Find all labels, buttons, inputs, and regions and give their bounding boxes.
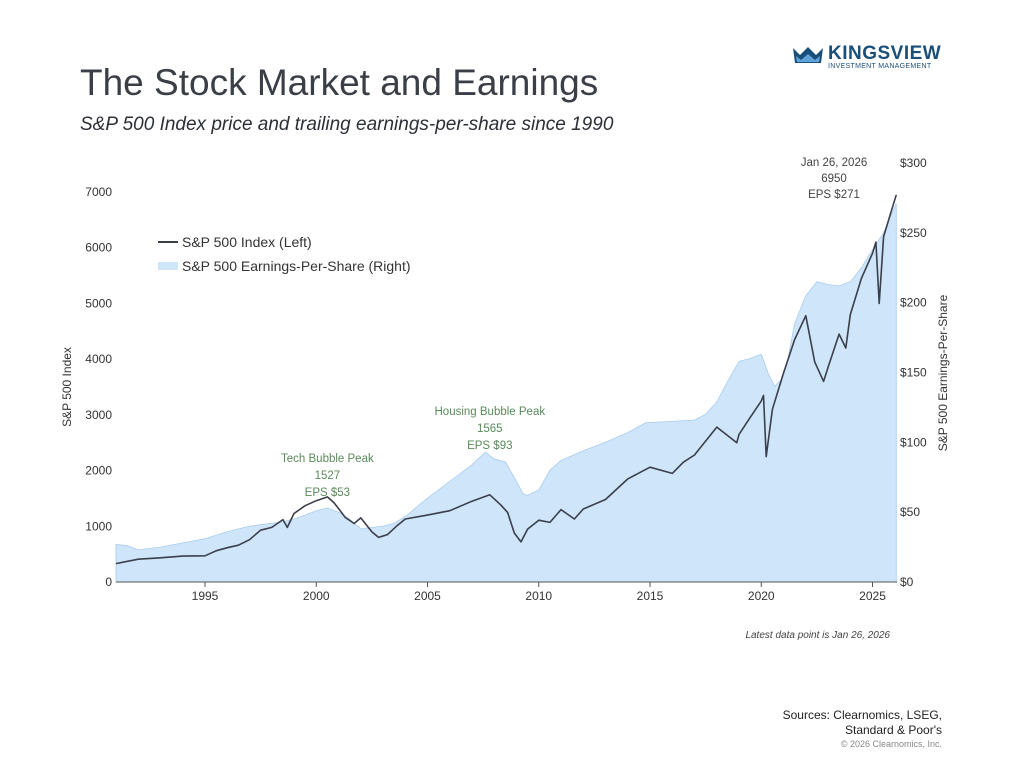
sources: Sources: Clearnomics, LSEG, Standard & P… [783,708,942,738]
x-tick-label: 2010 [525,589,552,603]
annotation-text: EPS $53 [305,487,350,499]
sources-line-2: Standard & Poor's [844,723,942,737]
legend-label-eps: S&P 500 Earnings-Per-Share (Right) [182,258,411,274]
y-right-tick-label: $250 [900,226,927,240]
sources-line-1: Sources: Clearnomics, LSEG, [782,708,942,722]
logo-tagline: INVESTMENT MANAGEMENT [828,63,932,70]
y-tick-label: 7000 [85,185,112,199]
y-tick-label: 1000 [85,519,112,533]
chart-title: The Stock Market and Earnings [80,62,599,103]
x-tick-label: 2005 [414,589,441,603]
copyright: © 2026 Clearnomics, Inc. [840,739,942,749]
y-tick-label: 0 [105,575,112,589]
data-note: Latest data point is Jan 26, 2026 [745,630,890,641]
x-tick-label: 2025 [859,589,886,603]
y-tick-label: 3000 [85,408,112,422]
x-tick-label: 2015 [637,589,664,603]
y-right-axis-title: S&P 500 Earnings-Per-Share [936,294,950,451]
y-tick-label: 5000 [85,296,112,310]
legend-label-index: S&P 500 Index (Left) [182,234,312,250]
chart-subtitle: S&P 500 Index price and trailing earning… [80,114,614,135]
legend-swatch-eps [158,262,178,270]
y-right-tick-label: $100 [900,435,927,449]
annotation-text: 1527 [315,470,341,482]
y-axis-title: S&P 500 Index [60,347,74,427]
logo-name: KINGSVIEW [828,43,942,64]
x-tick-label: 1995 [192,589,219,603]
y-right-tick-label: $50 [900,505,920,519]
logo: KINGSVIEW INVESTMENT MANAGEMENT [792,43,941,72]
y-tick-label: 6000 [85,241,112,255]
index-line [115,194,898,565]
annotation-text: Tech Bubble Peak [281,453,374,465]
x-tick-label: 2020 [748,589,775,603]
y-right-tick-label: $0 [900,575,914,589]
x-tick-label: 2000 [303,589,330,603]
y-right-tick-label: $150 [900,366,927,380]
y-tick-label: 2000 [85,464,112,478]
annotation-text: Housing Bubble Peak [435,406,546,418]
annotation-text: 1565 [477,423,503,435]
annotation-text: EPS $93 [467,440,512,452]
y-tick-label: 4000 [85,352,112,366]
y-right-tick-label: $300 [900,156,927,170]
annotation-text: EPS $271 [808,189,860,201]
annotation-text: 6950 [821,173,847,185]
crown-icon [793,47,823,63]
y-right-tick-label: $200 [900,296,927,310]
annotation-text: Jan 26, 2026 [801,157,868,169]
